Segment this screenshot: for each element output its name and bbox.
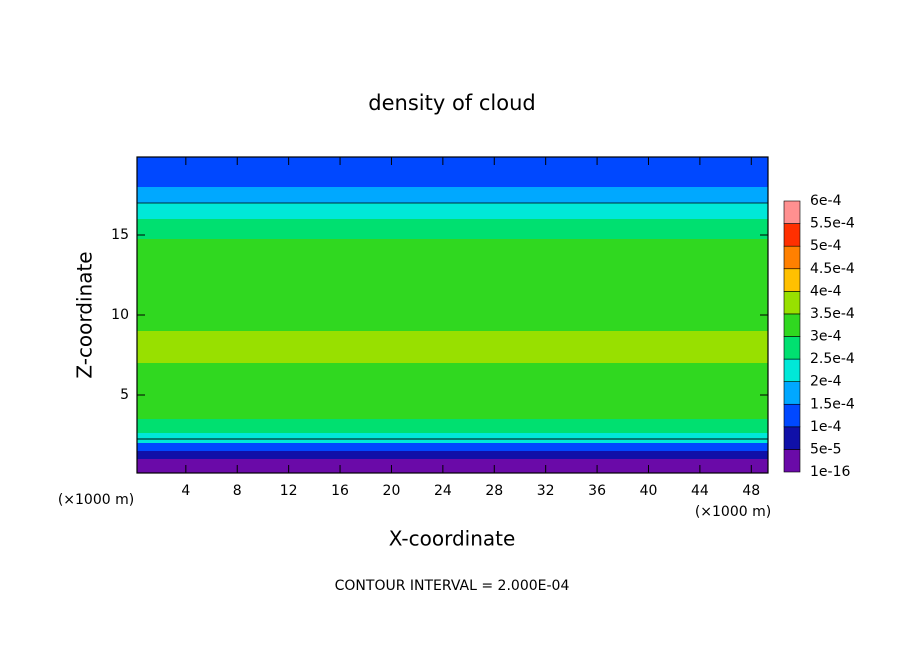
- colorbar-box: [783, 381, 801, 405]
- y-tick-label: 5: [120, 387, 129, 403]
- x-tick-label: 44: [691, 483, 709, 499]
- x-tick-label: 16: [331, 483, 349, 499]
- footer: CONTOUR INTERVAL = 2.000E-04: [335, 578, 570, 594]
- colorbar-box: [783, 426, 801, 450]
- field-band: [137, 157, 768, 171]
- field-band: [137, 395, 768, 419]
- x-unit-right: (×1000 m): [695, 504, 771, 520]
- colorbar-box: [783, 449, 801, 473]
- x-axis-label: X-coordinate: [389, 527, 516, 551]
- x-tick-label: 12: [280, 483, 298, 499]
- field-band: [137, 219, 768, 239]
- x-unit-left: (×1000 m): [58, 492, 134, 508]
- x-tick-label: 24: [434, 483, 452, 499]
- field-band: [137, 203, 768, 219]
- colorbar-box: [783, 336, 801, 360]
- field-band: [137, 451, 768, 459]
- field-band: [137, 187, 768, 203]
- colorbar-box: [783, 403, 801, 428]
- colorbar-label: 4e-4: [810, 283, 842, 299]
- colorbar-label: 2e-4: [810, 374, 842, 390]
- colorbar-box: [783, 313, 801, 337]
- x-tick-label: 36: [588, 483, 606, 499]
- colorbar-box: [783, 268, 801, 292]
- field-band: [137, 267, 768, 299]
- colorbar-label: 1e-16: [810, 464, 850, 480]
- colorbar-label: 5e-4: [810, 238, 842, 254]
- x-tick-label: 28: [485, 483, 503, 499]
- field-band: [137, 443, 768, 451]
- x-tick-label: 48: [742, 483, 760, 499]
- colorbar-label: 3.5e-4: [810, 306, 855, 322]
- colorbar-label: 4.5e-4: [810, 261, 855, 277]
- colorbar-box: [783, 245, 801, 270]
- field-band: [137, 363, 768, 395]
- colorbar-label: 2.5e-4: [810, 351, 855, 367]
- field-band: [137, 171, 768, 187]
- plot-layer: [137, 157, 768, 473]
- x-tick-label: 32: [537, 483, 555, 499]
- y-tick-label: 10: [111, 307, 129, 323]
- colorbar-label: 1e-4: [810, 419, 842, 435]
- colorbar-label: 1.5e-4: [810, 396, 855, 412]
- field-band: [137, 467, 768, 473]
- y-axis-label: Z-coordinate: [73, 251, 97, 378]
- field-band: [137, 299, 768, 331]
- colorbar-label: 6e-4: [810, 193, 842, 209]
- field-band: [137, 419, 768, 433]
- colorbar-box: [783, 291, 801, 315]
- x-tick-label: 8: [233, 483, 242, 499]
- colorbar-box: [783, 200, 801, 224]
- field-band: [137, 459, 768, 467]
- colorbar-label: 5.5e-4: [810, 216, 855, 232]
- x-tick-label: 4: [181, 483, 190, 499]
- x-tick-label: 20: [383, 483, 401, 499]
- colorbar-box: [783, 223, 801, 247]
- field-band: [137, 433, 768, 443]
- y-tick-label: 15: [111, 227, 129, 243]
- colorbar-label: 3e-4: [810, 329, 842, 345]
- x-tick-label: 40: [640, 483, 658, 499]
- chart-title: density of cloud: [368, 91, 535, 115]
- field-band: [137, 331, 768, 363]
- field-band: [137, 239, 768, 267]
- colorbar-label: 5e-5: [810, 441, 841, 457]
- colorbar-box: [783, 358, 801, 382]
